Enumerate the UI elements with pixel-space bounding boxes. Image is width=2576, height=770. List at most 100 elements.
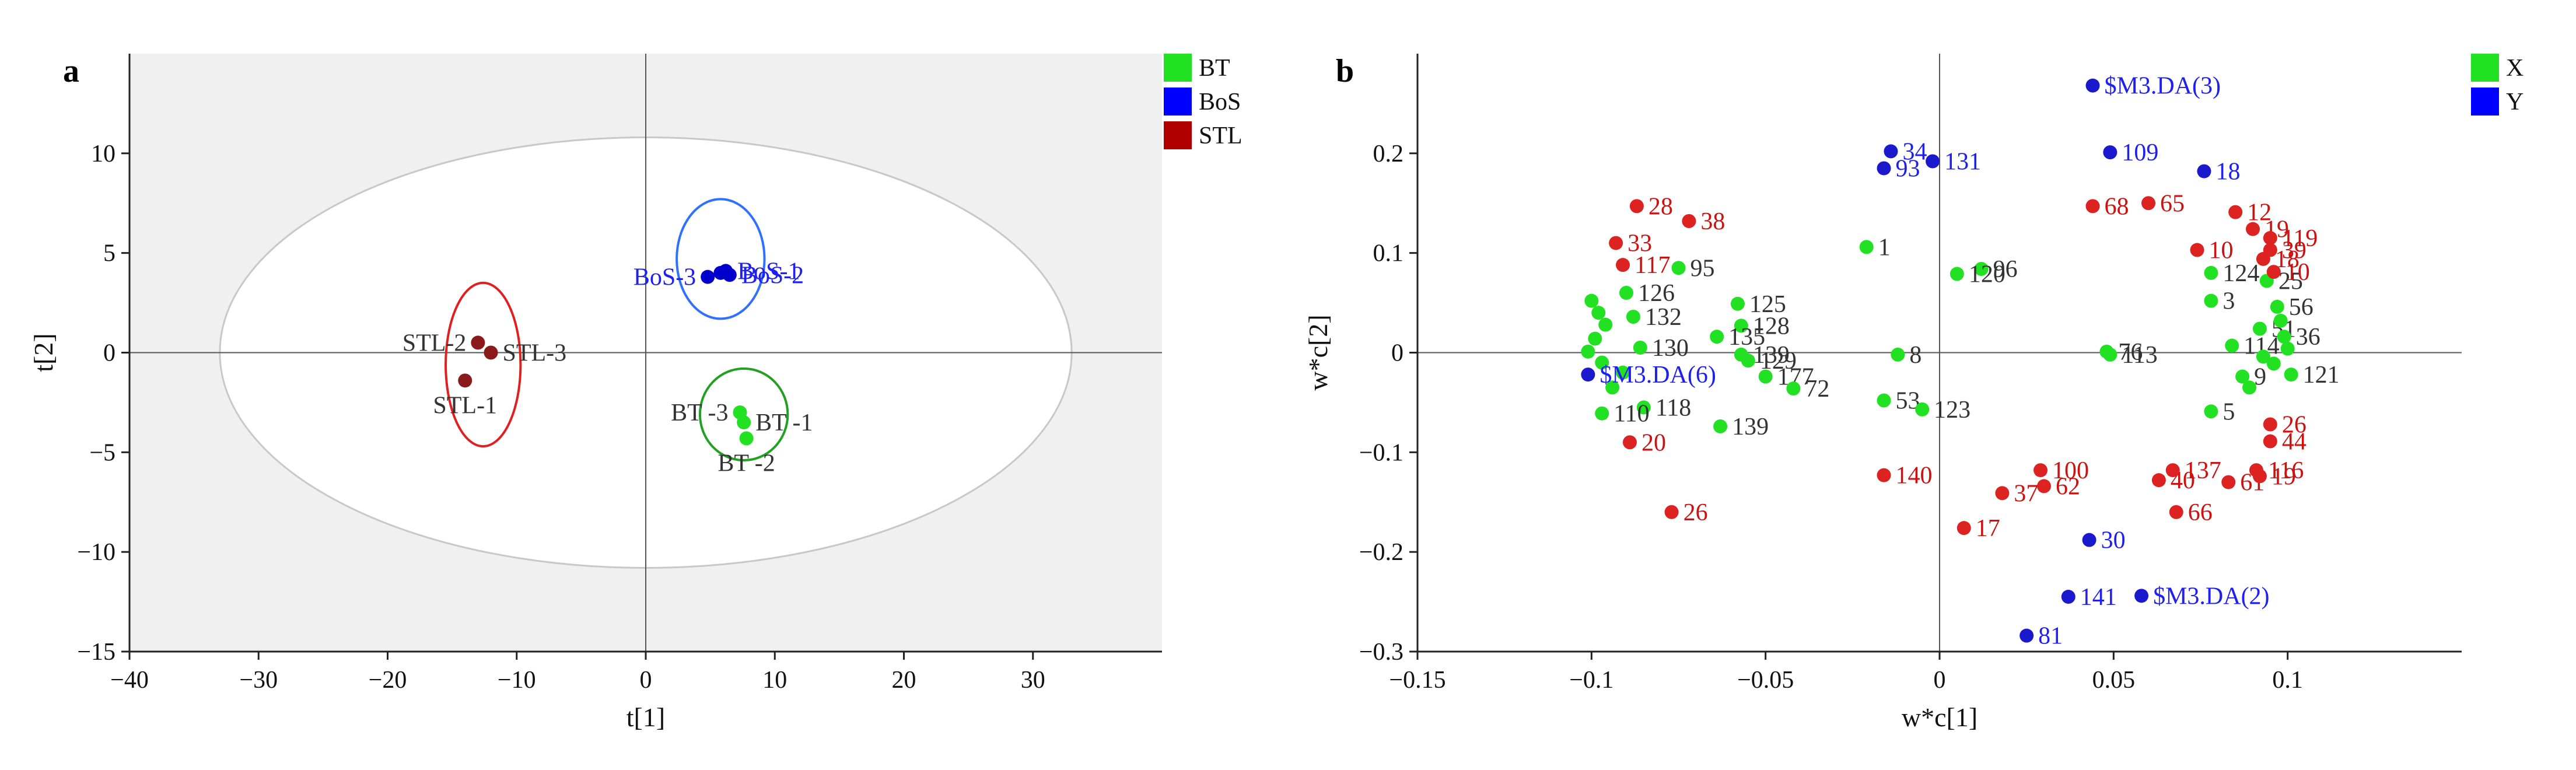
data-label: 56: [2289, 294, 2314, 321]
data-point: [2082, 533, 2096, 547]
data-label: 130: [1652, 335, 1689, 362]
legend-label: BoS: [1199, 89, 1241, 116]
data-label: 117: [1634, 252, 1670, 279]
data-point: [2085, 199, 2100, 214]
data-label: 96: [1993, 256, 2018, 283]
data-point: [2141, 196, 2155, 211]
data-point: [1915, 402, 1930, 416]
data-label: 38: [1700, 208, 1725, 235]
data-label: 65: [2160, 190, 2185, 217]
data-point: [2134, 589, 2149, 603]
data-point: [1584, 293, 1599, 308]
data-label: 126: [1638, 280, 1675, 307]
data-point: [2280, 341, 2295, 356]
data-point: [2037, 479, 2051, 494]
data-point: [2256, 251, 2270, 266]
data-point: [1710, 330, 1724, 344]
y-tick-label: 0: [103, 340, 116, 367]
data-point: [1995, 486, 2010, 501]
data-label: 26: [2282, 412, 2306, 439]
data-point: [1581, 344, 1595, 359]
data-point: [1877, 468, 1891, 482]
data-point: [2204, 265, 2218, 280]
panel-a-scatter: −40 −30 −20 −10 0 10 20 30 −15 −10 −5 0 5 10 t[1] t[2] a…: [29, 53, 1242, 732]
data-label: 95: [1690, 255, 1715, 282]
data-point: [2190, 243, 2204, 257]
data-point: [2256, 349, 2270, 364]
legend-label: X: [2506, 55, 2524, 82]
data-point: [2273, 313, 2288, 328]
data-point: [1598, 317, 1613, 332]
data-point: [2266, 356, 2281, 371]
data-point: [2221, 475, 2236, 489]
data-point: [1786, 382, 1801, 396]
data-point: [1682, 214, 1696, 228]
data-point: [1891, 347, 1905, 362]
data-label: STL-2: [402, 330, 467, 356]
data-point: [2197, 164, 2211, 178]
data-point: [2242, 380, 2257, 395]
data-label: 141: [2080, 584, 2117, 611]
x-axis-title: t[1]: [626, 702, 665, 732]
data-label: 81: [2038, 623, 2063, 650]
data-label: 66: [2188, 499, 2213, 526]
legend-swatch: [1164, 54, 1192, 82]
data-label: 62: [2056, 473, 2080, 500]
data-label: 44: [2282, 429, 2306, 456]
data-label: 131: [1944, 149, 1981, 176]
data-point: [2103, 145, 2118, 160]
data-point: [1595, 406, 1609, 421]
data-point: [2263, 417, 2277, 432]
data-point: [1595, 355, 1609, 370]
panel-b-loading-plot: −0.15 −0.1 −0.05 0 0.05 0.1 −0.3 −0.2 −0.1 0 0.1 0.…: [1303, 53, 2524, 732]
data-point: [2228, 205, 2243, 219]
data-point: [737, 415, 751, 430]
data-point: [2204, 404, 2218, 419]
data-label: $M3.DA(3): [2105, 73, 2221, 100]
data-label: 1: [1878, 234, 1891, 261]
legend-swatch: [1164, 88, 1192, 116]
data-label: BoS-2: [741, 262, 804, 289]
data-point: [1877, 393, 1891, 408]
data-label: 110: [1614, 401, 1649, 428]
data-point: [739, 431, 754, 446]
y-tick-label: 0.1: [1373, 240, 1404, 267]
data-label: 20: [1642, 429, 1666, 456]
y-tick-label: −10: [77, 539, 116, 566]
data-label: 10: [2286, 259, 2310, 286]
data-point: [471, 335, 485, 350]
x-tick-label: 30: [1021, 667, 1045, 694]
data-label: BT -3: [671, 400, 728, 426]
data-label: 135: [1728, 324, 1765, 351]
data-label: 26: [1684, 499, 1708, 526]
data-label: BT -1: [755, 410, 813, 436]
data-label: 33: [1628, 230, 1652, 257]
group-ellipse-bos: [676, 198, 766, 320]
data-point: [1616, 258, 1630, 272]
legend-label: BT: [1199, 55, 1230, 82]
legend-swatch: [2471, 88, 2499, 116]
group-ellipse-stl: [444, 281, 522, 448]
data-label: STL-3: [503, 340, 567, 367]
data-point: [2277, 330, 2291, 344]
data-label: 30: [2101, 527, 2126, 554]
y-axis-title: t[2]: [29, 333, 58, 372]
data-point: [1619, 286, 1633, 300]
legend-label: STL: [1199, 123, 1242, 149]
data-label: BoS-3: [634, 264, 696, 291]
y-tick-label: −5: [89, 439, 116, 466]
data-point: [2246, 222, 2260, 236]
data-label: 139: [1732, 414, 1769, 440]
x-axis-title: w*c[1]: [1902, 702, 1978, 732]
x-tick-label: −30: [239, 667, 278, 694]
data-point: [1884, 144, 1898, 159]
data-point: [2103, 347, 2118, 362]
data-point: [1741, 354, 1755, 368]
data-point: [1974, 262, 1989, 276]
data-label: 9: [2254, 364, 2266, 391]
data-label: 124: [2222, 260, 2259, 287]
data-label: 113: [2122, 342, 2157, 369]
data-label: 123: [1934, 397, 1971, 424]
data-point: [2225, 338, 2239, 353]
data-point: [2252, 469, 2267, 484]
